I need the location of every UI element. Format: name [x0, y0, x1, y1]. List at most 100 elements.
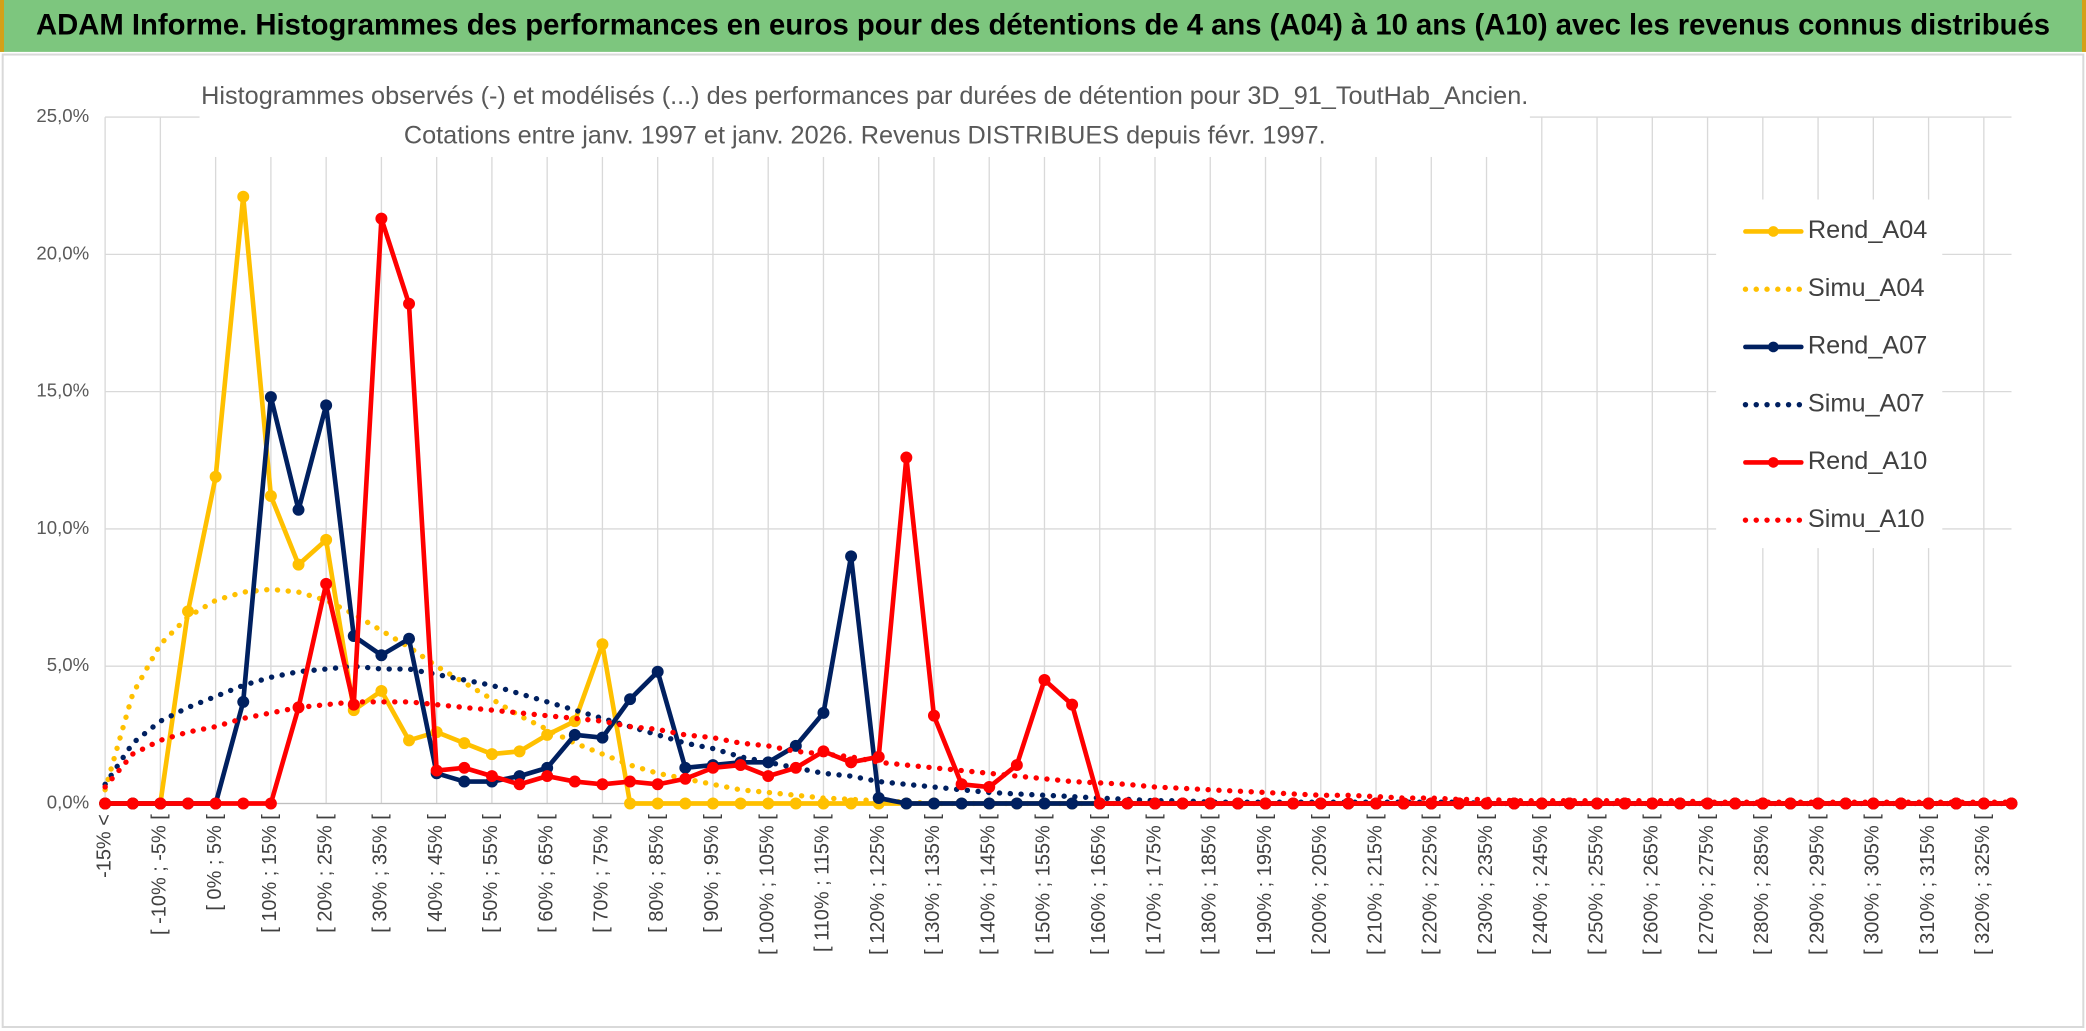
data-point — [596, 731, 609, 744]
x-tick-label: [ 70% ; 75% [ — [591, 814, 613, 933]
data-point — [1370, 797, 1383, 810]
x-tick-label: [ 50% ; 55% [ — [480, 814, 502, 933]
data-point — [1038, 673, 1051, 686]
data-point — [154, 797, 167, 810]
data-point — [706, 797, 719, 810]
x-tick-label: [ 250% ; 255% [ — [1585, 814, 1607, 955]
data-point — [99, 797, 112, 810]
data-point — [1204, 797, 1217, 810]
data-point — [209, 470, 222, 483]
data-point — [596, 638, 609, 651]
x-tick-label: [ 100% ; 105% [ — [756, 814, 778, 955]
data-point — [1010, 797, 1023, 810]
data-point — [651, 797, 664, 810]
data-point — [237, 695, 250, 708]
data-point — [485, 748, 498, 761]
y-tick-label: 15,0% — [36, 380, 89, 401]
data-point — [872, 792, 885, 805]
x-tick-label: [ 160% ; 165% [ — [1088, 814, 1110, 955]
x-tick-label: [ 190% ; 195% [ — [1254, 814, 1276, 955]
data-point — [817, 706, 830, 719]
data-point — [320, 577, 333, 590]
x-tick-label: [ 180% ; 185% [ — [1199, 814, 1221, 955]
data-point — [762, 770, 775, 783]
y-tick-label: 10,0% — [36, 517, 89, 538]
data-point — [1259, 797, 1272, 810]
legend-label: Rend_A04 — [1808, 216, 1927, 244]
model-line — [102, 663, 2015, 807]
data-point — [237, 190, 250, 203]
x-tick-label: [ 280% ; 285% [ — [1751, 814, 1773, 955]
data-point — [734, 797, 747, 810]
y-tick-label: 25,0% — [36, 105, 89, 126]
x-tick-label: [ 290% ; 295% [ — [1806, 814, 1828, 955]
data-point — [927, 709, 940, 722]
data-point — [1287, 797, 1300, 810]
chart-border — [1, 53, 2085, 1029]
data-point — [485, 770, 498, 783]
data-point — [900, 797, 913, 810]
data-point — [568, 775, 581, 788]
data-point — [1093, 797, 1106, 810]
data-point — [624, 775, 637, 788]
data-point — [182, 605, 194, 618]
x-tick-label: [ 140% ; 145% [ — [977, 814, 999, 955]
x-tick-label: [ -10% ; -5% [ — [149, 814, 171, 935]
data-point — [983, 797, 996, 810]
data-point — [706, 761, 719, 774]
data-point — [1314, 797, 1327, 810]
data-point — [375, 212, 388, 225]
corner-accent — [0, 0, 5, 52]
legend-label: Simu_A07 — [1808, 389, 1925, 417]
x-tick-label: [ 80% ; 85% [ — [646, 814, 668, 933]
chart-subtitle: Cotations entre janv. 1997 et janv. 2026… — [404, 122, 1326, 150]
data-point — [237, 797, 250, 810]
data-point — [1342, 797, 1355, 810]
data-point — [734, 759, 747, 772]
data-point — [320, 399, 333, 412]
data-point — [651, 778, 664, 791]
x-tick-label: [ 300% ; 305% [ — [1862, 814, 1884, 955]
data-point — [320, 533, 333, 546]
data-point — [375, 649, 388, 662]
data-point — [789, 797, 802, 810]
data-point — [126, 797, 139, 810]
data-point — [292, 503, 305, 516]
x-tick-label: [ 240% ; 245% [ — [1530, 814, 1552, 955]
data-point — [375, 684, 388, 697]
data-point — [1231, 797, 1244, 810]
data-point — [1425, 797, 1438, 810]
x-tick-label: [ 150% ; 155% [ — [1033, 814, 1055, 955]
x-tick-label: [ 200% ; 205% [ — [1309, 814, 1331, 955]
data-point — [1010, 759, 1023, 772]
legend-marker — [1768, 341, 1779, 353]
data-point — [789, 739, 802, 752]
data-point — [624, 797, 637, 810]
data-point — [1121, 797, 1134, 810]
data-point — [983, 781, 996, 794]
data-point — [541, 770, 554, 783]
x-tick-label: [ 20% ; 25% [ — [314, 814, 336, 933]
x-tick-label: [ 120% ; 125% [ — [867, 814, 889, 955]
model-line — [102, 586, 2015, 807]
x-tick-label: [ 90% ; 95% [ — [701, 814, 723, 933]
x-tick-label: [ 310% ; 315% [ — [1917, 814, 1939, 955]
legend-label: Simu_A10 — [1808, 505, 1925, 533]
data-point — [209, 797, 222, 810]
legend-label: Rend_A10 — [1808, 447, 1927, 475]
x-tick-label: [ 60% ; 65% [ — [535, 814, 557, 933]
title-banner — [0, 0, 2086, 52]
x-tick-label: -15% < — [93, 814, 115, 878]
x-tick-label: [ 0% ; 5% [ — [204, 814, 226, 911]
x-tick-label: [ 220% ; 225% [ — [1420, 814, 1442, 955]
x-tick-label: [ 40% ; 45% [ — [425, 814, 447, 933]
data-point — [789, 761, 802, 774]
data-point — [458, 737, 471, 750]
data-point — [403, 632, 416, 645]
x-tick-label: [ 110% ; 115% [ — [812, 814, 834, 952]
data-point — [2005, 797, 2018, 810]
data-point — [264, 490, 277, 502]
data-point — [624, 693, 637, 706]
